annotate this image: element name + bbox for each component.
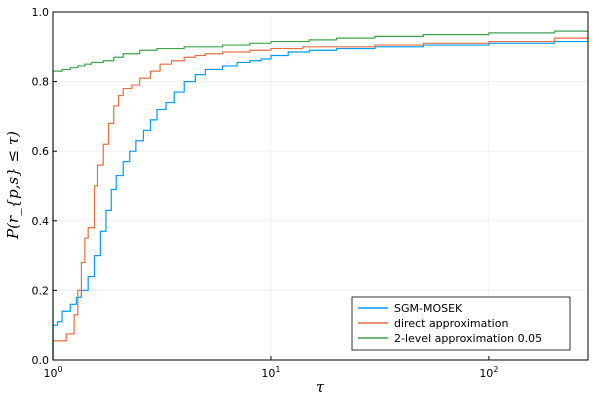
x-tick-label: 101 bbox=[261, 365, 280, 380]
y-tick-label: 0.0 bbox=[32, 354, 50, 367]
y-axis-label: P(r_{p,s} ≤ τ) bbox=[4, 131, 22, 240]
legend-label-2: direct approximation bbox=[394, 317, 508, 330]
series-line-1 bbox=[52, 40, 588, 360]
y-tick-label: 0.8 bbox=[32, 76, 50, 89]
legend-label-1: SGM-MOSEK bbox=[394, 302, 463, 315]
tick-labels: 0.0 0.2 0.4 0.6 0.8 1.0 100 101 102 bbox=[32, 6, 499, 380]
y-tick-label: 0.2 bbox=[32, 284, 50, 297]
legend-box bbox=[351, 296, 571, 351]
legend-label-3: 2-level approximation 0.05 bbox=[394, 332, 542, 345]
x-tick-label: 102 bbox=[479, 365, 498, 380]
series-lines bbox=[52, 30, 588, 360]
axes bbox=[52, 11, 589, 361]
y-tick-label: 1.0 bbox=[32, 6, 50, 19]
y-tick-label: 0.4 bbox=[32, 215, 50, 228]
series-line-3 bbox=[52, 30, 588, 360]
y-tick-label: 0.6 bbox=[32, 145, 50, 158]
legend: SGM-MOSEK direct approximation 2-level app… bbox=[351, 296, 571, 351]
series-line-2 bbox=[52, 37, 588, 360]
x-tick-label: 100 bbox=[43, 365, 62, 380]
x-axis-label: τ bbox=[316, 378, 325, 396]
plot-frame bbox=[52, 11, 589, 361]
